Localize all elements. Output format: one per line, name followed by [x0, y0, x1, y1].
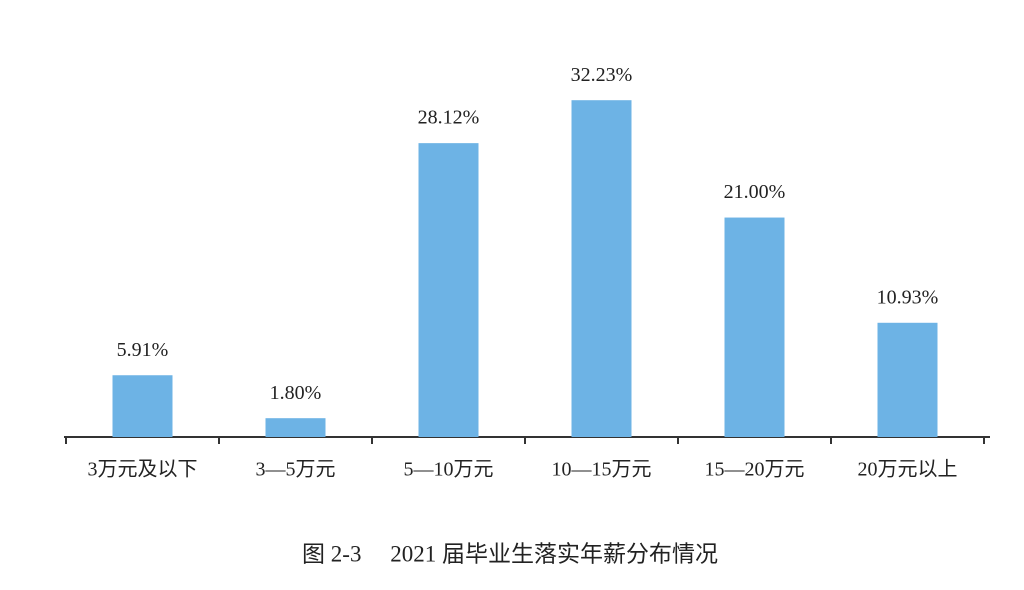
x-tick-label: 20万元以上 [858, 458, 958, 481]
chart-title: 图 2-3 2021 届毕业生落实年薪分布情况 [302, 541, 718, 566]
x-tick-label: 3—5万元 [256, 459, 336, 481]
value-label: 21.00% [724, 181, 786, 203]
value-label: 10.93% [877, 286, 939, 308]
x-tick-label: 3万元及以下 [88, 459, 198, 481]
bar [877, 322, 938, 437]
x-tick-label: 15—20万元 [705, 459, 805, 481]
bar [112, 375, 173, 437]
x-tick-label: 10—15万元 [552, 459, 652, 481]
bar [418, 143, 479, 437]
value-label: 32.23% [571, 64, 633, 86]
value-label: 28.12% [418, 107, 480, 129]
value-label: 1.80% [270, 382, 322, 404]
bar [724, 217, 785, 437]
x-tick-label: 5—10万元 [404, 459, 494, 481]
bar [265, 418, 326, 437]
value-label: 5.91% [117, 339, 169, 361]
bar [571, 100, 632, 437]
